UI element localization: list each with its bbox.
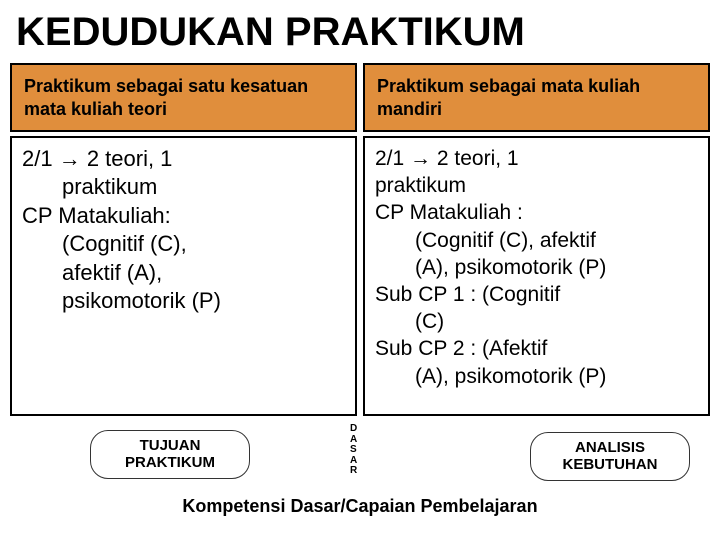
content-left: 2/1 → 2 teori, 1 praktikum CP Matakuliah… <box>10 136 357 416</box>
cr-l5: (A), psikomotorik (P) <box>375 255 698 280</box>
cr-l8: Sub CP 2 : (Afektif <box>375 336 698 361</box>
tujuan-l1: TUJUAN <box>107 437 233 454</box>
page-title: KEDUDUKAN PRAKTIKUM <box>0 0 720 63</box>
dasar-r: R <box>350 466 357 477</box>
cr-l1b: 2 teori, 1 <box>431 147 519 170</box>
content-right: 2/1 → 2 teori, 1 praktikum CP Matakuliah… <box>363 136 710 416</box>
cl-l3: CP Matakuliah: <box>22 203 345 229</box>
arrow-icon: → <box>59 146 81 171</box>
cr-l6: Sub CP 1 : (Cognitif <box>375 282 698 307</box>
cr-l7: (C) <box>375 309 698 334</box>
header-left: Praktikum sebagai satu kesatuan mata kul… <box>10 63 357 132</box>
tujuan-button[interactable]: TUJUAN PRAKTIKUM <box>90 430 250 479</box>
cl-l6: psikomotorik (P) <box>22 288 345 314</box>
header-row: Praktikum sebagai satu kesatuan mata kul… <box>0 63 720 132</box>
analisis-l1: ANALISIS <box>547 439 673 456</box>
cl-l2: praktikum <box>22 174 345 200</box>
footer-text: Kompetensi Dasar/Capaian Pembelajaran <box>0 496 720 517</box>
cr-l4: (Cognitif (C), afektif <box>375 228 698 253</box>
dasar-d: D <box>350 424 357 435</box>
analisis-button[interactable]: ANALISIS KEBUTUHAN <box>530 432 690 481</box>
cl-l5: afektif (A), <box>22 260 345 286</box>
cl-l4: (Cognitif (C), <box>22 231 345 257</box>
dasar-s: S <box>350 445 357 456</box>
cr-l2: praktikum <box>375 173 698 198</box>
tujuan-l2: PRAKTIKUM <box>107 454 233 471</box>
content-row: 2/1 → 2 teori, 1 praktikum CP Matakuliah… <box>0 132 720 416</box>
dasar-vertical: D A S A R <box>350 424 357 477</box>
cl-l1b: 2 teori, 1 <box>81 146 173 171</box>
cr-l1a: 2/1 <box>375 147 410 170</box>
arrow-icon: → <box>410 147 431 170</box>
cl-l1a: 2/1 <box>22 146 59 171</box>
header-right: Praktikum sebagai mata kuliah mandiri <box>363 63 710 132</box>
analisis-l2: KEBUTUHAN <box>547 456 673 473</box>
cr-l3: CP Matakuliah : <box>375 200 698 225</box>
cr-l9: (A), psikomotorik (P) <box>375 364 698 389</box>
